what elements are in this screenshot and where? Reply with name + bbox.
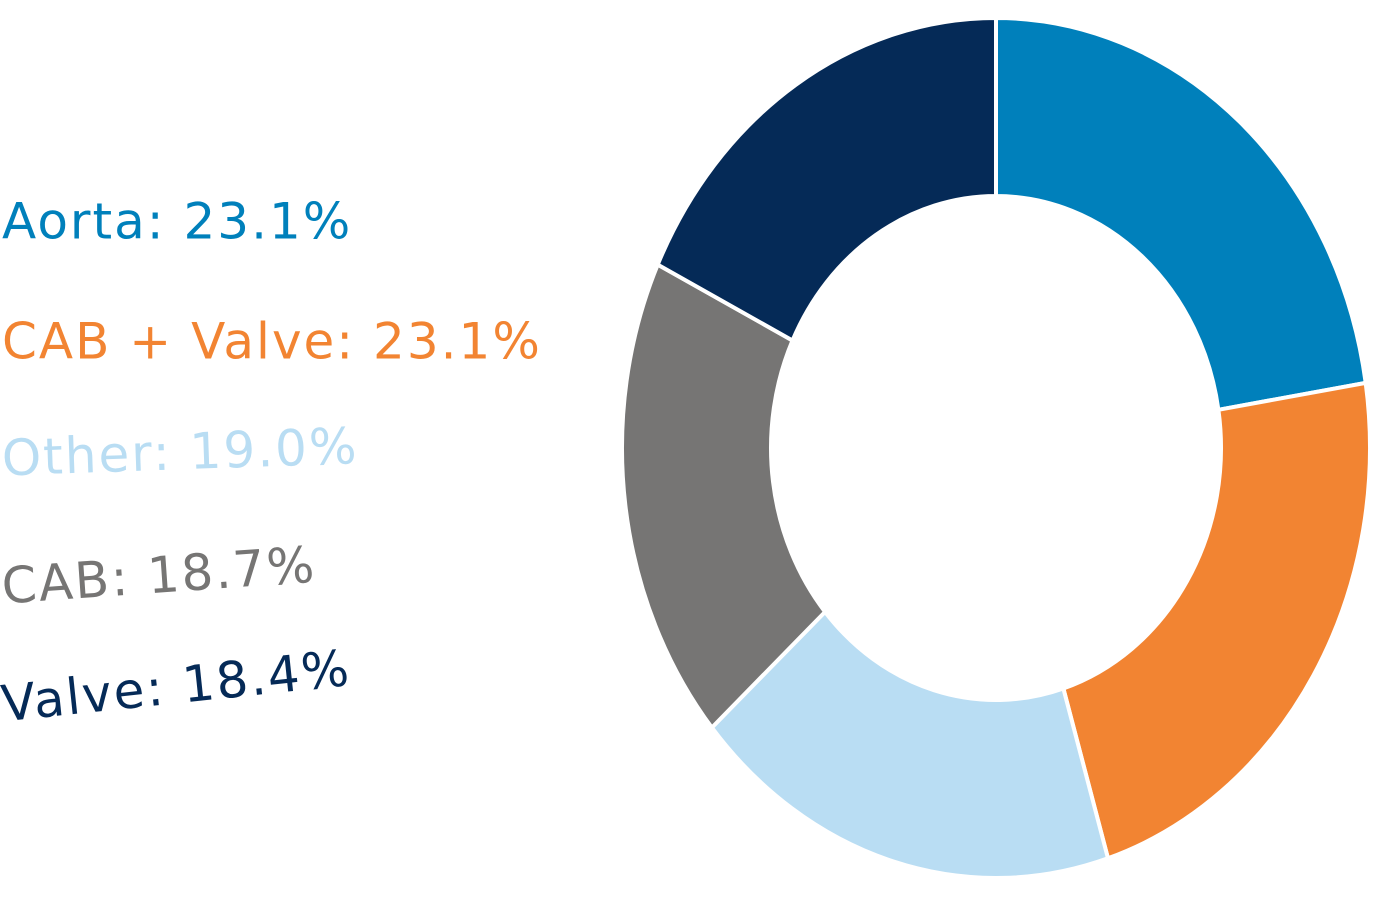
donut-slice <box>620 261 828 731</box>
legend-label: Aorta: 23.1% <box>2 193 352 251</box>
donut-slice <box>994 15 1368 413</box>
legend-label: Other: 19.0% <box>1 417 359 487</box>
donut-slice <box>1060 380 1372 861</box>
legend-label: CAB + Valve: 23.1% <box>2 313 542 371</box>
legend-label: Valve: 18.4% <box>0 639 354 733</box>
legend-label: CAB: 18.7% <box>0 536 318 616</box>
donut-slice <box>709 608 1111 880</box>
donut-slice <box>655 15 998 344</box>
